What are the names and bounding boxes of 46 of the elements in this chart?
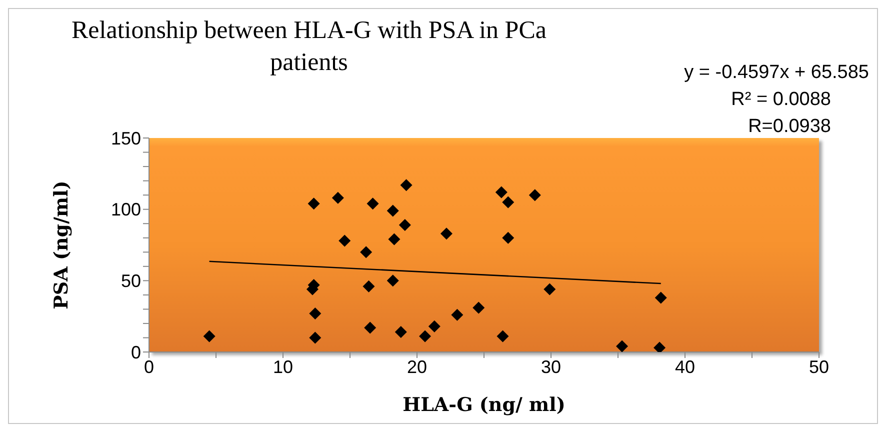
- point: [419, 330, 432, 342]
- point: [440, 228, 452, 240]
- point: [309, 307, 322, 320]
- point: [495, 186, 508, 198]
- x-tick-label: 50: [808, 356, 830, 377]
- point: [428, 320, 440, 332]
- point: [386, 274, 399, 287]
- point: [616, 340, 628, 352]
- y-axis-title: PSA (ng/ml): [50, 180, 73, 310]
- point: [398, 219, 411, 232]
- x-axis-title: HLA-G (ng/ ml): [402, 394, 566, 416]
- text: R² = 0.0088: [730, 88, 831, 112]
- x-tick-label: 30: [540, 356, 562, 377]
- text: y = -0.4597x + 65.585: [684, 61, 869, 85]
- point: [394, 326, 407, 338]
- point: [309, 332, 322, 344]
- y-tick-label: 0: [130, 342, 141, 362]
- point: [502, 196, 514, 208]
- point: [496, 330, 509, 342]
- point: [654, 342, 666, 352]
- point: [332, 192, 344, 204]
- point: [400, 179, 412, 192]
- point: [544, 283, 556, 296]
- point: [388, 233, 400, 246]
- point: [362, 280, 375, 292]
- point: [308, 198, 320, 210]
- point: [203, 330, 216, 342]
- x-tick-label: 20: [406, 356, 428, 377]
- text: R=0.0938: [747, 115, 831, 139]
- point: [366, 198, 379, 210]
- point: [386, 204, 399, 217]
- point: [364, 322, 376, 334]
- y-tick-label: 150: [110, 128, 141, 148]
- x-tick-label: 40: [674, 356, 696, 377]
- y-tick-label: 50: [120, 271, 141, 292]
- point: [360, 246, 372, 258]
- point: [472, 302, 485, 314]
- chart-title: Relationship between HLA-G with PSA in PCa patients: [70, 16, 548, 78]
- point: [654, 292, 667, 304]
- point: [451, 308, 464, 321]
- point: [502, 232, 514, 244]
- x-tick-label: 10: [272, 356, 294, 377]
- y-tick-label: 100: [110, 200, 141, 220]
- point: [338, 234, 351, 247]
- x-tick-label: 0: [144, 356, 154, 377]
- point: [528, 189, 541, 202]
